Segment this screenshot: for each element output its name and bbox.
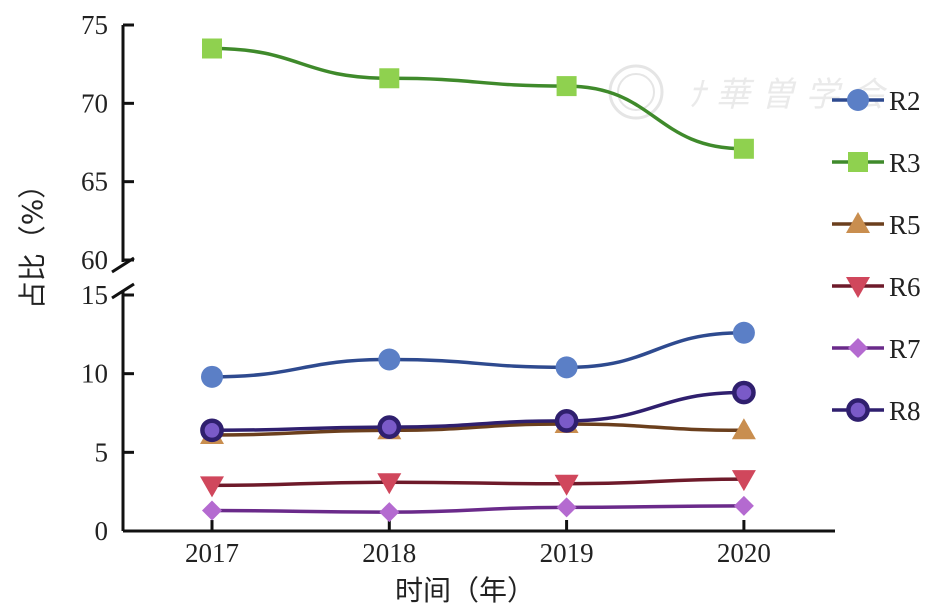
legend-item-r3: R3 xyxy=(832,148,921,178)
y-tick-label: 15 xyxy=(81,280,108,310)
legend-label: R8 xyxy=(889,396,921,426)
axes xyxy=(111,25,835,533)
x-tick-label: 2018 xyxy=(362,538,416,568)
data-point-r3 xyxy=(379,68,400,89)
x-tick-label: 2019 xyxy=(540,538,594,568)
legend-item-r6: R6 xyxy=(832,272,921,302)
y-tick-label: 0 xyxy=(95,516,109,546)
data-point-r3 xyxy=(733,138,754,159)
y-tick-label: 70 xyxy=(81,88,108,118)
series-r7 xyxy=(202,495,754,523)
legend-marker-r5 xyxy=(846,212,870,233)
data-point-r6 xyxy=(200,476,224,498)
legend-marker-r7 xyxy=(848,338,868,358)
legend-item-r5: R5 xyxy=(832,210,921,240)
watermark-seal: ﾅ 華 曽 学 会 xyxy=(608,64,888,120)
legend-marker-r6 xyxy=(846,277,870,298)
legend-label: R5 xyxy=(889,210,921,240)
x-tick-label: 2017 xyxy=(185,538,239,568)
y-tick-label: 5 xyxy=(95,437,109,467)
plot-area xyxy=(200,38,756,523)
series-r2 xyxy=(201,321,755,388)
series-line-r5 xyxy=(211,422,744,437)
data-point-r2 xyxy=(732,321,755,344)
data-point-r3 xyxy=(202,38,222,59)
data-point-r8 xyxy=(732,380,756,405)
y-ticks: 60 65 70 75 0 5 10 15 xyxy=(81,10,134,546)
data-point-r3 xyxy=(556,76,577,97)
y-tick-label: 60 xyxy=(81,245,108,275)
legend-label: R2 xyxy=(889,86,921,116)
data-point-r6 xyxy=(377,473,402,495)
x-axis-title: 时间（年） xyxy=(395,574,535,607)
series-line-r8 xyxy=(211,390,744,433)
legend-marker-r8 xyxy=(846,398,870,422)
legend-marker-r2 xyxy=(847,89,869,111)
data-point-r8 xyxy=(554,409,579,433)
series-r3 xyxy=(202,38,754,159)
data-point-r5 xyxy=(731,418,756,440)
legend-item-r7: R7 xyxy=(832,334,921,364)
legend-label: R6 xyxy=(889,272,921,302)
legend-item-r2: R2 xyxy=(832,86,921,116)
legend-item-r8: R8 xyxy=(832,396,921,426)
y-tick-label: 75 xyxy=(81,10,108,40)
series-line-r2 xyxy=(211,331,744,379)
y-axis-title: 占比（%） xyxy=(16,171,49,310)
y-tick-label: 10 xyxy=(81,359,108,389)
data-point-r6 xyxy=(731,470,756,492)
data-point-r7 xyxy=(379,502,400,523)
data-point-r2 xyxy=(555,356,578,379)
data-point-r8 xyxy=(200,418,224,443)
data-point-r2 xyxy=(378,348,401,371)
series-r8 xyxy=(200,380,756,443)
axis-break-mark-bottom xyxy=(111,282,135,300)
legend-label: R7 xyxy=(889,334,921,364)
data-point-r8 xyxy=(377,415,402,440)
series-line-r3 xyxy=(211,46,744,151)
data-point-r7 xyxy=(733,495,754,516)
legend: R2 R3 R5 R6 R7 R8 xyxy=(832,86,921,426)
series-r6 xyxy=(200,470,756,498)
legend-label: R3 xyxy=(889,148,921,178)
y-tick-label: 65 xyxy=(81,167,108,197)
data-point-r6 xyxy=(554,474,579,496)
data-point-r2 xyxy=(201,365,223,388)
x-ticks: 2017 2018 2019 2020 xyxy=(185,520,771,568)
legend-marker-r3 xyxy=(848,152,868,172)
data-point-r7 xyxy=(556,497,577,518)
x-tick-label: 2020 xyxy=(717,538,771,568)
data-point-r7 xyxy=(202,500,222,521)
series-line-r6 xyxy=(211,477,744,488)
series-line-r7 xyxy=(211,504,744,514)
